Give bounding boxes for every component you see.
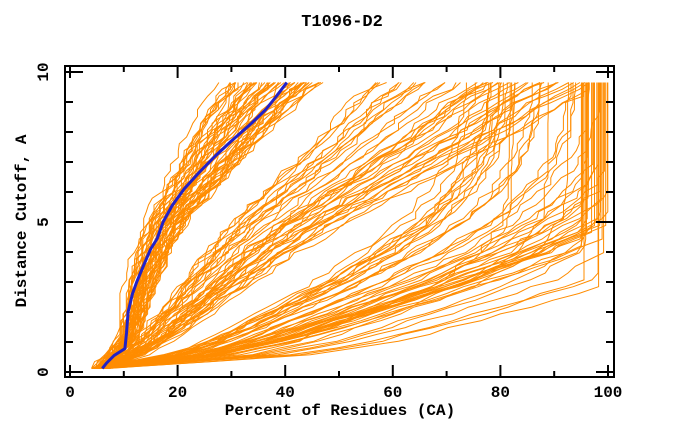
model-curve bbox=[94, 82, 446, 369]
model-curve bbox=[91, 82, 467, 369]
model-curve bbox=[94, 82, 607, 369]
model-curve bbox=[96, 82, 570, 369]
highlight-curve-group bbox=[101, 81, 288, 370]
model-curve bbox=[102, 82, 231, 369]
x-tick-label: 80 bbox=[491, 384, 510, 402]
y-tick-label: 10 bbox=[35, 62, 53, 81]
model-curve bbox=[107, 82, 320, 369]
model-curve bbox=[101, 82, 587, 369]
model-curve bbox=[95, 82, 605, 369]
model-curve bbox=[97, 82, 271, 369]
y-tick-label: 5 bbox=[35, 217, 53, 227]
chart-title: T1096-D2 bbox=[301, 13, 383, 32]
model-curve bbox=[106, 82, 319, 369]
x-axis-title: Percent of Residues (CA) bbox=[225, 402, 455, 420]
tick-labels-group: 0 20 40 60 80 100 0 5 10 bbox=[35, 62, 622, 402]
model-curve bbox=[93, 82, 305, 369]
model-curve bbox=[100, 82, 557, 369]
model-curve bbox=[91, 82, 237, 369]
model-curve bbox=[97, 82, 585, 369]
model-curve bbox=[102, 82, 590, 369]
model-curve bbox=[98, 82, 415, 369]
model-curve bbox=[99, 82, 476, 369]
model-curve bbox=[100, 82, 478, 369]
model-curve bbox=[103, 82, 594, 369]
x-tick-label: 100 bbox=[594, 384, 623, 402]
model-curve bbox=[98, 82, 516, 369]
axis-ticks-group bbox=[65, 66, 614, 377]
model-curve bbox=[102, 82, 582, 369]
model-curve bbox=[103, 82, 516, 369]
model-curve bbox=[104, 82, 508, 369]
model-curve bbox=[94, 82, 558, 369]
highlighted-model-curve bbox=[101, 81, 288, 370]
model-curve bbox=[102, 82, 489, 369]
model-curve bbox=[91, 82, 285, 369]
model-curve bbox=[109, 82, 585, 369]
model-curve bbox=[99, 82, 484, 369]
model-curve bbox=[107, 82, 543, 369]
model-curve bbox=[100, 82, 541, 369]
model-curve bbox=[98, 82, 302, 369]
model-curve bbox=[102, 82, 545, 369]
y-axis-title: Distance Cutoff, A bbox=[13, 134, 31, 307]
model-curve bbox=[107, 82, 519, 369]
model-curve bbox=[100, 82, 574, 369]
x-tick-label: 20 bbox=[168, 384, 187, 402]
model-curve bbox=[92, 82, 379, 369]
model-curve bbox=[96, 82, 599, 369]
model-curve bbox=[91, 82, 220, 369]
model-curve bbox=[101, 82, 425, 369]
x-tick-label: 40 bbox=[276, 384, 295, 402]
model-curve bbox=[103, 82, 583, 369]
model-curve bbox=[101, 82, 387, 369]
y-tick-label: 0 bbox=[35, 367, 53, 377]
model-curve bbox=[107, 82, 502, 369]
model-curve bbox=[101, 82, 590, 369]
model-curve bbox=[100, 82, 500, 369]
model-curve bbox=[105, 82, 511, 369]
model-curve bbox=[102, 82, 589, 369]
model-curve bbox=[106, 82, 603, 369]
model-curve bbox=[108, 82, 605, 369]
x-tick-label: 60 bbox=[383, 384, 402, 402]
model-curve bbox=[107, 82, 600, 369]
model-curve bbox=[103, 82, 491, 369]
model-curve bbox=[108, 82, 248, 369]
model-curve bbox=[109, 82, 510, 369]
model-curve bbox=[104, 82, 549, 369]
model-curve bbox=[104, 82, 487, 369]
model-curves-group bbox=[91, 82, 609, 369]
model-curve bbox=[103, 82, 529, 369]
x-tick-label: 0 bbox=[65, 384, 75, 402]
model-curve bbox=[100, 82, 601, 369]
model-curve bbox=[99, 82, 588, 369]
model-curve bbox=[99, 82, 236, 369]
model-curve bbox=[112, 82, 559, 369]
model-curve bbox=[92, 82, 587, 369]
model-curve bbox=[106, 82, 581, 369]
